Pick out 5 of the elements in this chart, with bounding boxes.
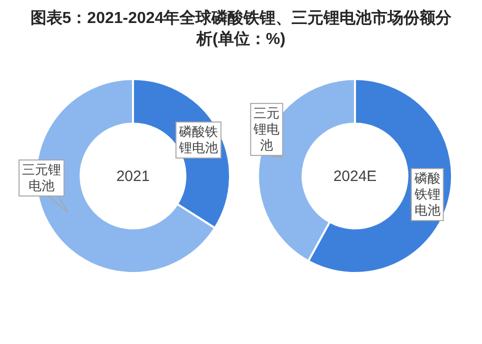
slice-label: 三元锂电池: [22, 162, 62, 193]
text: 2024E: [333, 168, 377, 185]
chart-title: 图表5：2021-2024年全球磷酸铁锂、三元锂电池市场份额分析(单位：%): [30, 9, 453, 48]
text: 2021: [116, 168, 150, 185]
slice-label: 三元锂电池: [252, 105, 280, 152]
